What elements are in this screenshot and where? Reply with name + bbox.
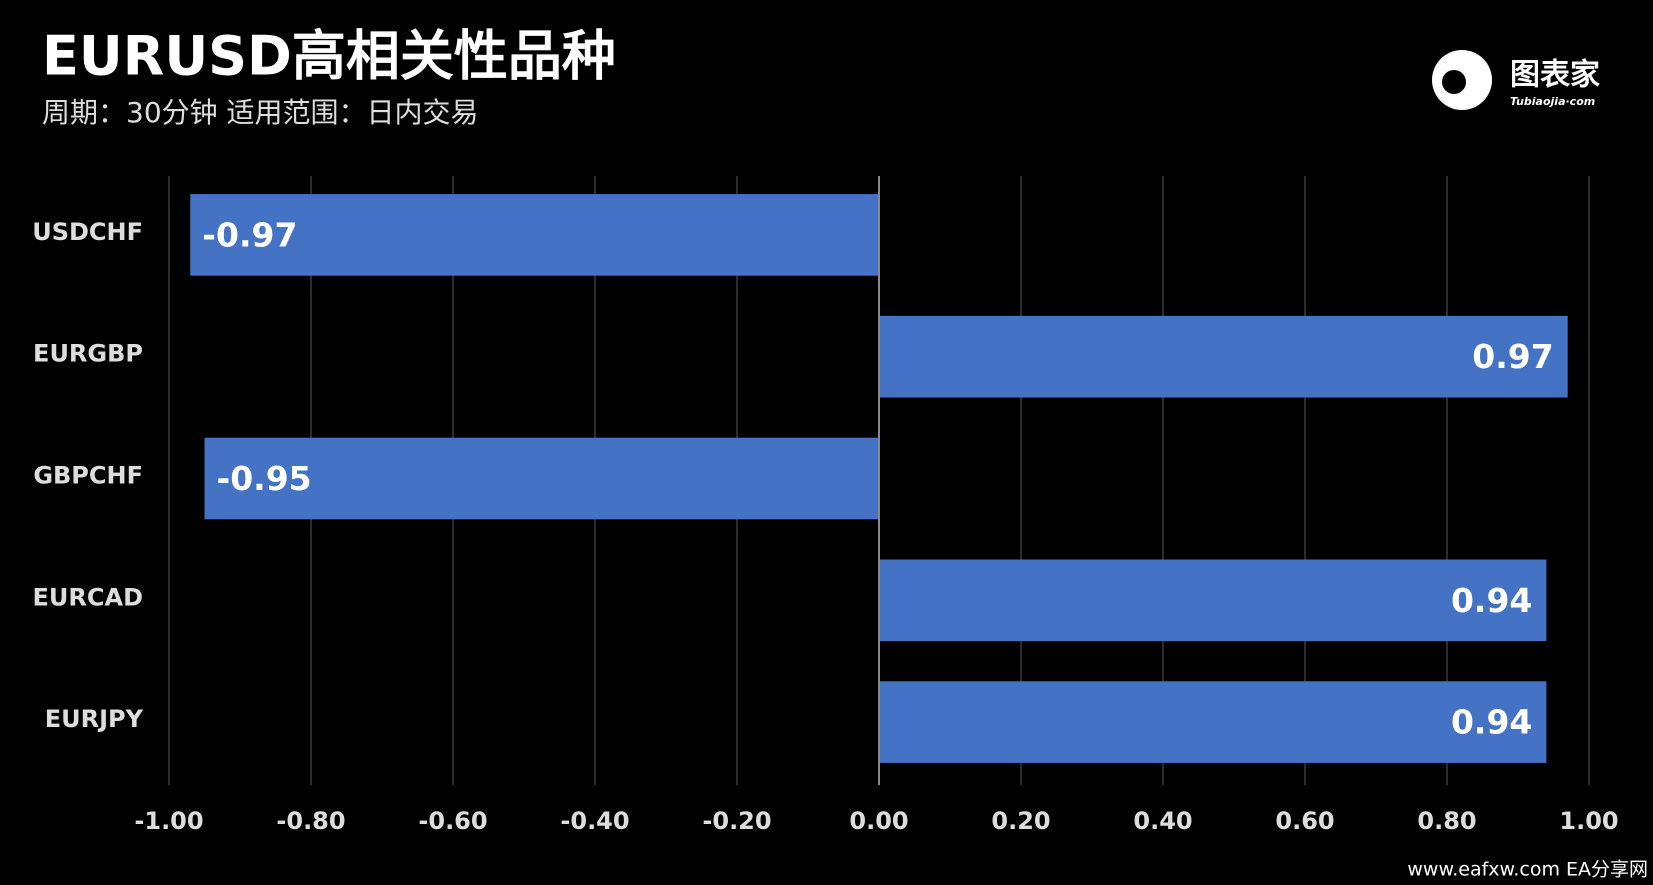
bar	[204, 437, 879, 520]
x-tick-label: -0.80	[276, 807, 345, 835]
y-tick-label: EURCAD	[33, 583, 143, 611]
x-tick-label: 0.80	[1417, 807, 1476, 835]
logo-subtext: Tubiaojia·com	[1510, 95, 1595, 108]
bar	[879, 315, 1568, 398]
chart-title: EURUSD高相关性品种	[42, 25, 616, 88]
value-label: 0.97	[1472, 337, 1553, 376]
logo: 图表家 Tubiaojia·com	[1432, 50, 1600, 110]
y-tick-label: EURJPY	[45, 705, 144, 733]
x-tick-label: -0.60	[418, 807, 487, 835]
x-tick-label: 0.60	[1275, 807, 1334, 835]
x-tick-label: -0.40	[560, 807, 629, 835]
bar	[190, 194, 880, 276]
y-tick-label: GBPCHF	[33, 462, 143, 490]
logo-icon-eye	[1442, 70, 1466, 94]
value-label: 0.94	[1451, 581, 1532, 620]
x-tick-label: 0.20	[991, 807, 1050, 835]
x-tick-label: -0.20	[702, 807, 771, 835]
x-tick-label: 0.00	[849, 807, 908, 835]
value-label: -0.95	[217, 459, 312, 498]
source: www.eafxw.com EA分享网	[1407, 859, 1648, 881]
y-tick-label: USDCHF	[32, 218, 143, 246]
chart-subtitle: 周期：30分钟 适用范围：日内交易	[42, 96, 479, 129]
x-tick-label: 0.40	[1133, 807, 1192, 835]
bar	[879, 559, 1547, 642]
logo-text: 图表家	[1510, 58, 1600, 93]
value-label: -0.97	[202, 215, 297, 254]
x-tick-label: -1.00	[134, 807, 203, 835]
bar	[879, 681, 1547, 763]
value-label: 0.94	[1451, 703, 1532, 742]
y-tick-label: EURGBP	[33, 340, 143, 368]
x-tick-label: 1.00	[1559, 807, 1618, 835]
